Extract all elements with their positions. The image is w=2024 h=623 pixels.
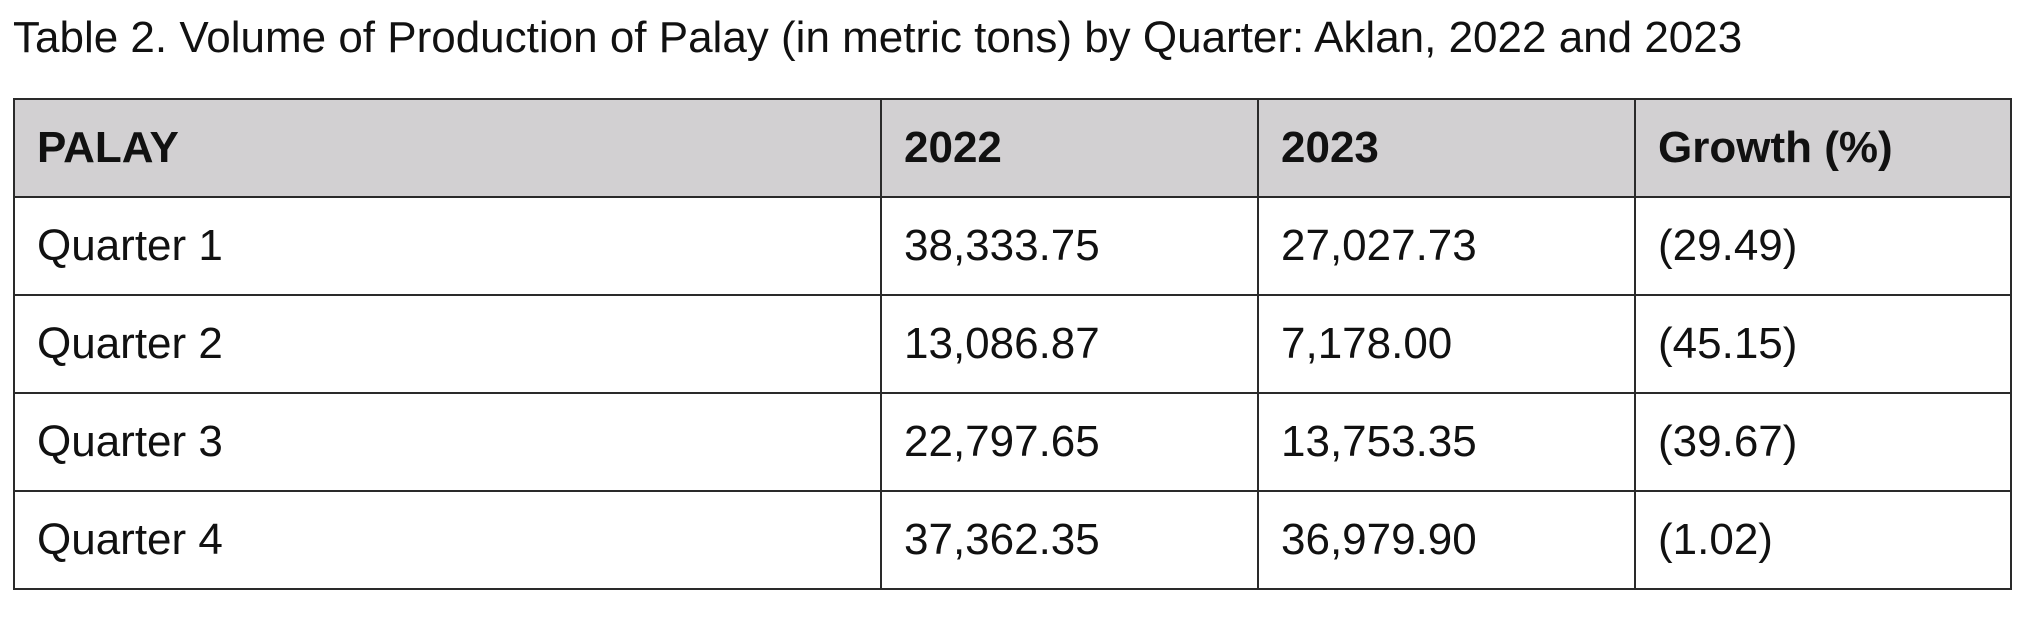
table-row: Quarter 3 22,797.65 13,753.35 (39.67) [13, 392, 2012, 492]
growth-value: (39.67) [1634, 392, 2012, 492]
column-header-palay: PALAY [13, 98, 882, 198]
value-2023: 7,178.00 [1257, 294, 1636, 394]
value-2022: 38,333.75 [880, 196, 1259, 296]
production-table: PALAY 2022 2023 Growth (%) Quarter 1 38,… [13, 98, 2012, 590]
row-label: Quarter 3 [13, 392, 882, 492]
table-header-row: PALAY 2022 2023 Growth (%) [13, 98, 2012, 198]
value-2022: 37,362.35 [880, 490, 1259, 590]
column-header-2023: 2023 [1257, 98, 1636, 198]
table-row: Quarter 2 13,086.87 7,178.00 (45.15) [13, 294, 2012, 394]
column-header-growth: Growth (%) [1634, 98, 2012, 198]
value-2023: 36,979.90 [1257, 490, 1636, 590]
growth-value: (29.49) [1634, 196, 2012, 296]
row-label: Quarter 2 [13, 294, 882, 394]
row-label: Quarter 1 [13, 196, 882, 296]
value-2022: 22,797.65 [880, 392, 1259, 492]
column-header-2022: 2022 [880, 98, 1259, 198]
table-row: Quarter 4 37,362.35 36,979.90 (1.02) [13, 490, 2012, 590]
table-row: Quarter 1 38,333.75 27,027.73 (29.49) [13, 196, 2012, 296]
growth-value: (1.02) [1634, 490, 2012, 590]
value-2023: 13,753.35 [1257, 392, 1636, 492]
table-caption: Table 2. Volume of Production of Palay (… [13, 13, 1743, 62]
value-2022: 13,086.87 [880, 294, 1259, 394]
value-2023: 27,027.73 [1257, 196, 1636, 296]
row-label: Quarter 4 [13, 490, 882, 590]
growth-value: (45.15) [1634, 294, 2012, 394]
